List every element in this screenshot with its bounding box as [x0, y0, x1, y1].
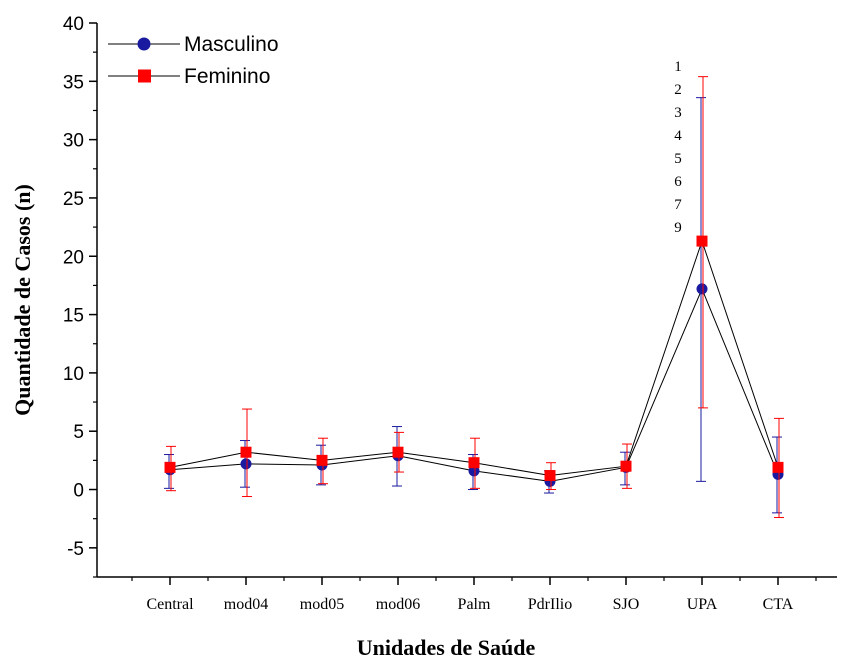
data-point: [316, 454, 328, 466]
data-point: [240, 446, 252, 458]
annotation-item: 6: [674, 174, 682, 190]
x-tick-label: CTA: [763, 596, 794, 613]
x-tick-label: mod05: [300, 596, 344, 613]
y-tick-label: 25: [63, 189, 84, 210]
annotation-item: 3: [674, 105, 682, 121]
data-point: [620, 460, 632, 472]
data-point: [696, 283, 708, 295]
legend-marker: [137, 37, 151, 51]
annotation-item: 5: [674, 151, 682, 167]
data-point: [164, 461, 176, 473]
annotation-item: 9: [674, 220, 682, 236]
annotation-item: 4: [674, 128, 682, 144]
data-point: [696, 235, 708, 247]
annotation-item: 2: [674, 82, 682, 98]
x-tick-label: UPA: [687, 596, 718, 613]
series-masculino: [164, 97, 784, 514]
y-tick-label: 35: [63, 72, 84, 93]
x-axis: Central mod04 mod05 mod06 Palm PdrIlio SJO UPA C…: [97, 576, 837, 613]
series-line: [169, 239, 779, 477]
y-tick-label: 0: [73, 481, 84, 502]
data-point: [468, 457, 480, 469]
annotation-list: 1 2 3 4 5 6 7 9: [674, 59, 682, 236]
data-point: [240, 458, 252, 470]
series-layer: [164, 76, 784, 519]
y-tick-label: 30: [63, 131, 84, 152]
y-tick-label: 10: [63, 364, 84, 385]
y-tick-label: 15: [63, 306, 84, 327]
y-axis-title: Quantidade de Casos (n): [10, 184, 35, 416]
x-tick-label: mod04: [224, 596, 268, 613]
x-tick-label: SJO: [613, 596, 640, 613]
x-tick-label: mod06: [376, 596, 420, 613]
x-axis-title: Unidades de Saúde: [357, 635, 536, 660]
legend-label: Feminino: [184, 65, 270, 88]
series-line: [169, 287, 779, 482]
annotation-item: 1: [674, 59, 682, 75]
y-tick-label: 5: [73, 422, 84, 443]
y-axis: -5 0 5 10 15 20 25 30 35 40: [63, 14, 98, 578]
x-tick-label: PdrIlio: [528, 596, 572, 613]
data-point: [392, 446, 404, 458]
x-tick-label: Palm: [458, 596, 491, 613]
legend-label: Masculino: [184, 33, 279, 56]
legend-marker: [138, 69, 151, 83]
y-tick-label: -5: [67, 539, 84, 560]
annotation-item: 7: [674, 197, 682, 213]
x-tick-label: Central: [146, 596, 194, 613]
y-tick-label: 40: [63, 14, 84, 35]
series-feminino: [164, 76, 784, 519]
y-tick-label: 20: [63, 247, 84, 268]
data-point: [772, 461, 784, 473]
data-point: [544, 470, 556, 482]
legend: Masculino Feminino: [108, 33, 279, 88]
